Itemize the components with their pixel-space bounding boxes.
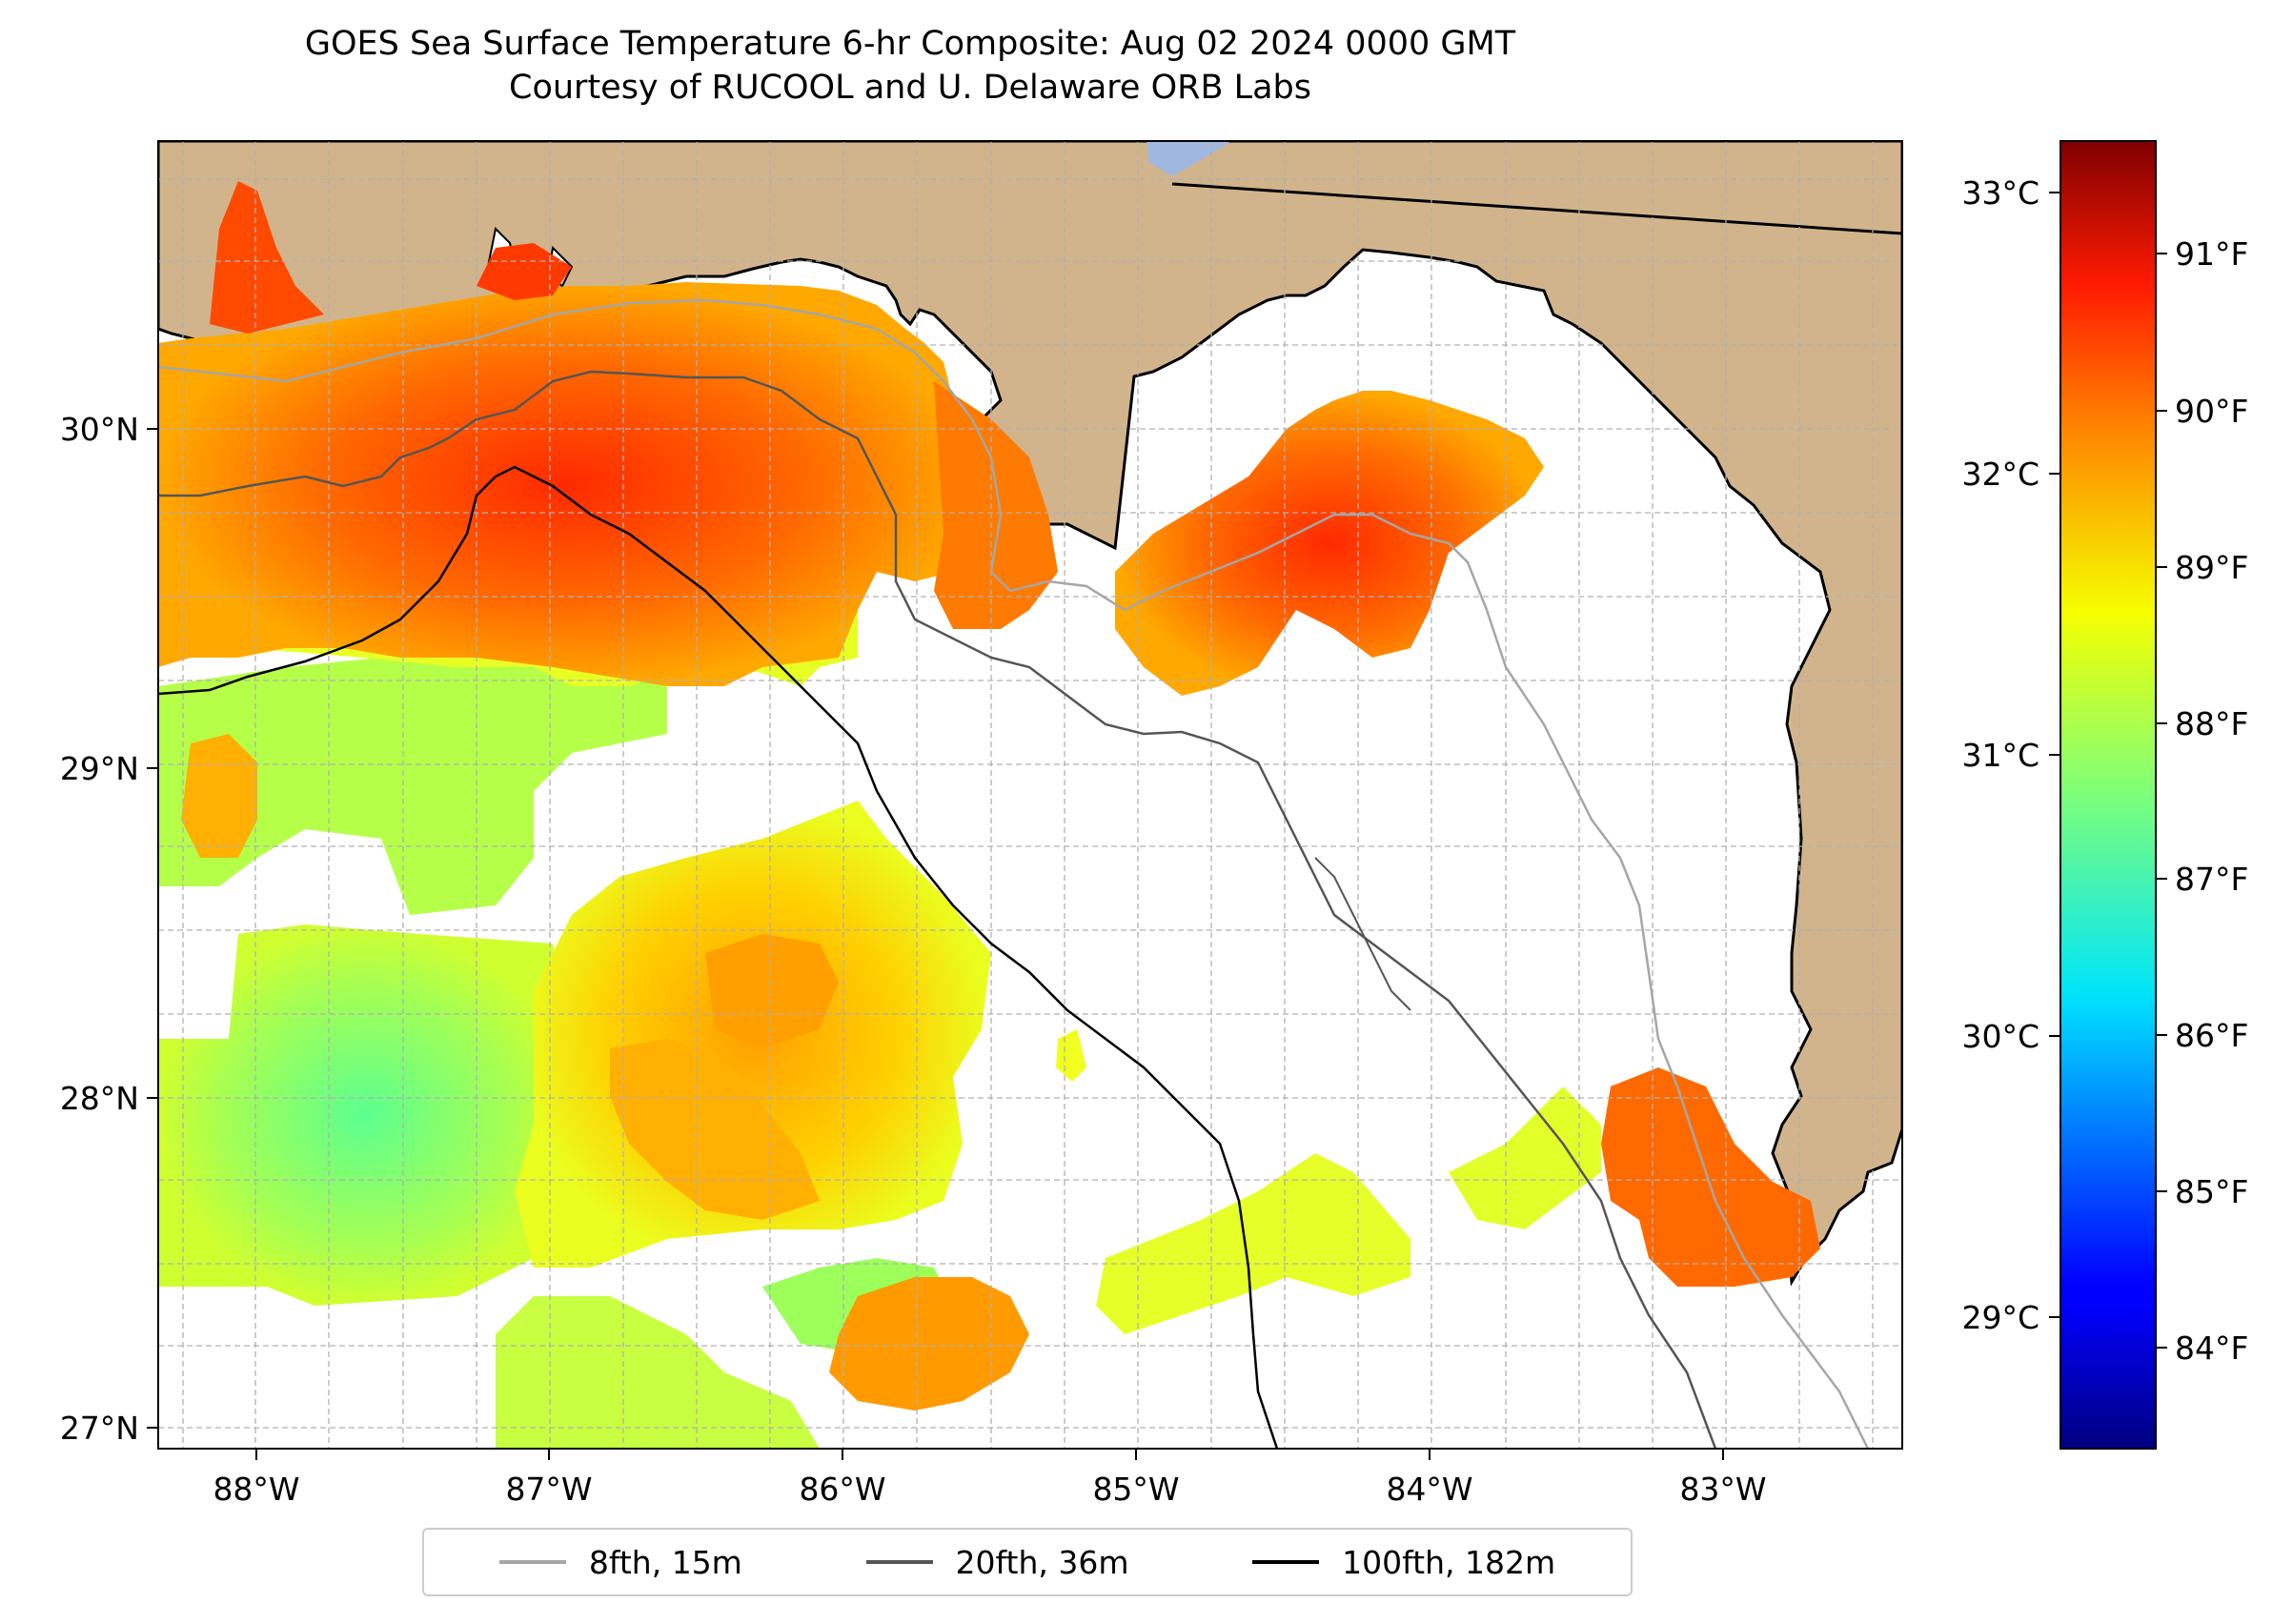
celsius-label: 32°C — [1961, 456, 2039, 493]
land-mass — [158, 141, 1902, 1287]
legend-item-20fth: 20fth, 36m — [865, 1543, 1129, 1581]
lat-label: 30°N — [60, 411, 139, 448]
celsius-label: 29°C — [1961, 1299, 2039, 1336]
lat-label: 29°N — [60, 750, 139, 787]
legend-label: 8fth, 15m — [588, 1543, 742, 1581]
lon-label: 83°W — [1679, 1471, 1766, 1508]
legend-item-8fth: 8fth, 15m — [498, 1543, 742, 1581]
lon-label: 84°W — [1386, 1471, 1472, 1508]
fahrenheit-label: 91°F — [2175, 235, 2248, 273]
celsius-label: 31°C — [1961, 737, 2039, 774]
lon-label: 85°W — [1092, 1471, 1179, 1508]
lon-label: 87°W — [505, 1471, 592, 1508]
fahrenheit-label: 86°F — [2175, 1017, 2248, 1054]
legend-label: 20fth, 36m — [955, 1543, 1129, 1581]
isobath-legend: 8fth, 15m 20fth, 36m 100fth, 182m — [422, 1528, 1633, 1596]
celsius-label: 30°C — [1961, 1018, 2039, 1055]
lat-label: 28°N — [60, 1080, 139, 1117]
sst-region-warm-bigbend — [1115, 391, 1544, 696]
legend-swatch — [498, 1560, 566, 1564]
isobath-8fth — [158, 298, 1870, 1449]
lat-label: 27°N — [60, 1410, 139, 1447]
legend-swatch — [1252, 1560, 1320, 1564]
fahrenheit-label: 85°F — [2175, 1173, 2248, 1210]
lon-label: 86°W — [799, 1471, 885, 1508]
fahrenheit-label: 89°F — [2175, 549, 2248, 586]
legend-swatch — [865, 1560, 933, 1564]
map-subtitle: Courtesy of RUCOOL and U. Delaware ORB L… — [509, 69, 1311, 107]
fahrenheit-label: 87°F — [2175, 861, 2248, 898]
legend-label: 100fth, 182m — [1342, 1543, 1556, 1581]
isobath-20fth — [158, 370, 1717, 1449]
graticule — [158, 141, 1902, 1449]
fahrenheit-label: 88°F — [2175, 705, 2248, 742]
sst-region-green-west — [158, 924, 572, 1306]
lon-label: 88°W — [213, 1471, 299, 1508]
colorbar — [2060, 140, 2157, 1450]
fahrenheit-label: 84°F — [2175, 1330, 2248, 1367]
legend-item-100fth: 100fth, 182m — [1252, 1544, 1555, 1581]
fahrenheit-label: 90°F — [2175, 393, 2248, 430]
isobath-100fth — [158, 465, 1279, 1449]
sst-region-warm-north — [158, 282, 972, 686]
celsius-label: 33°C — [1961, 174, 2039, 212]
map-title: GOES Sea Surface Temperature 6-hr Compos… — [304, 25, 1516, 63]
